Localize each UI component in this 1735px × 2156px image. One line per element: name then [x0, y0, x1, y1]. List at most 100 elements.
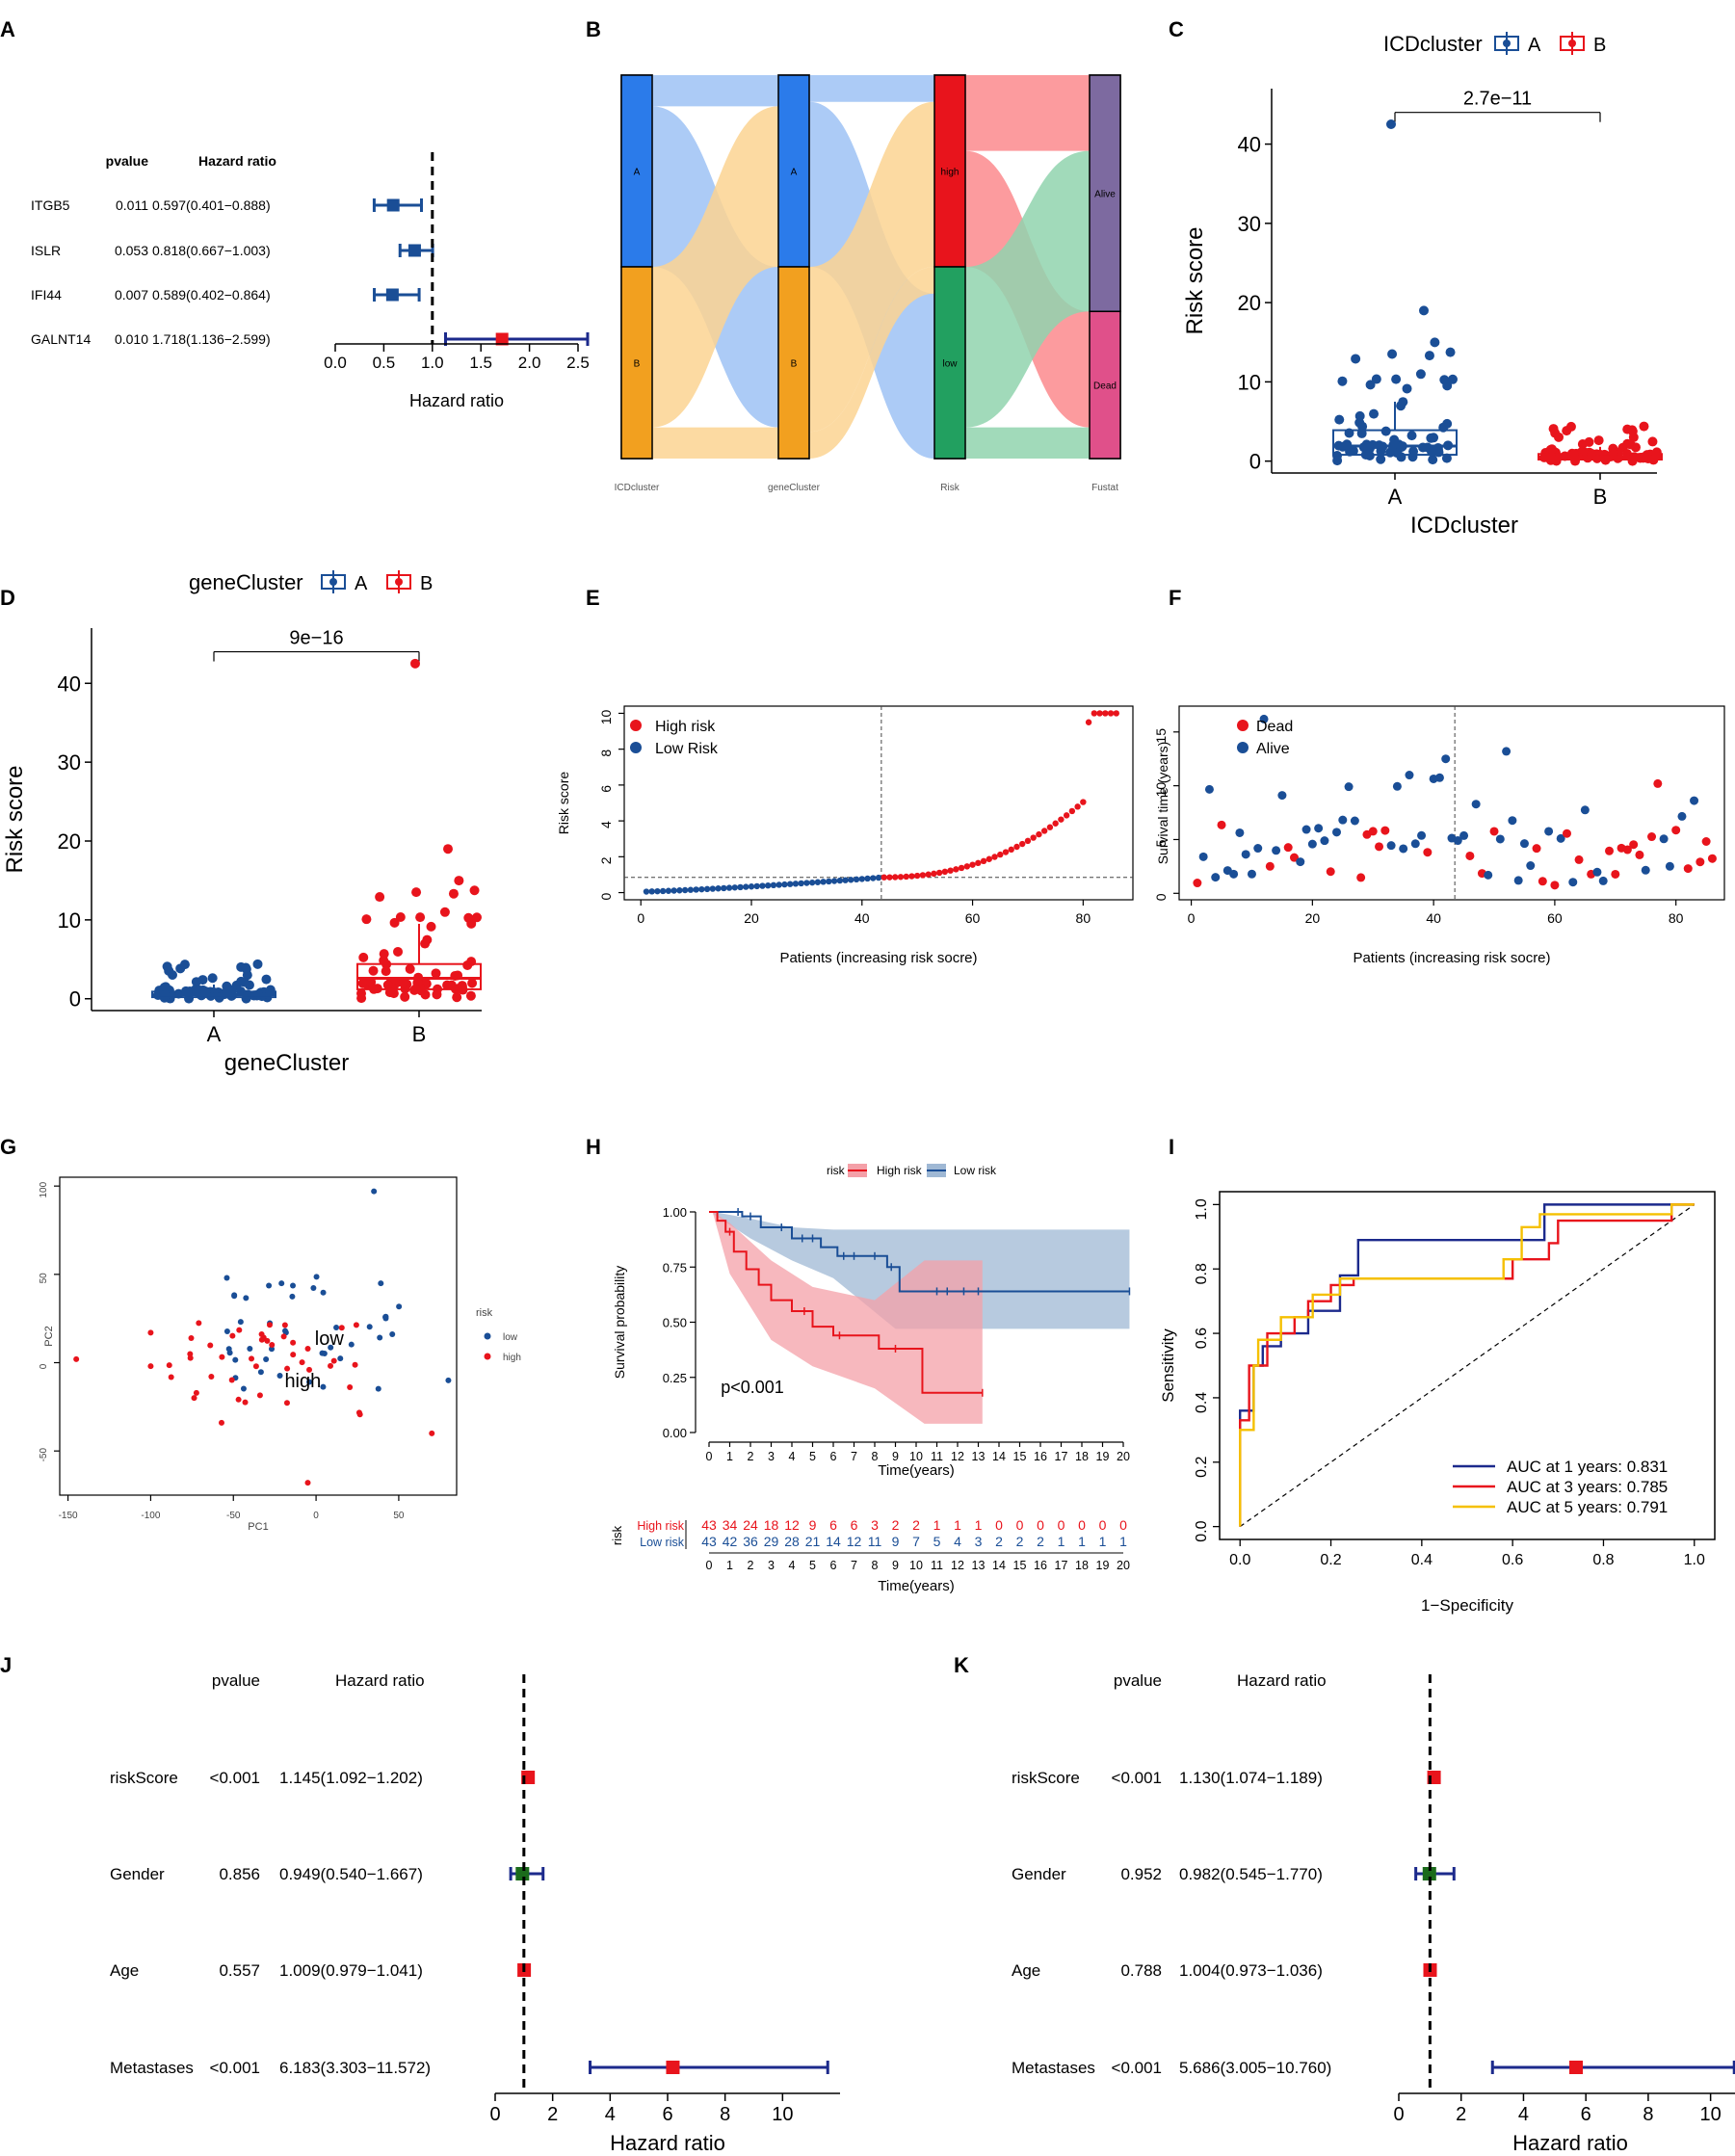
pca-point — [377, 1334, 383, 1341]
x-tick-label: 16 — [1034, 1450, 1047, 1463]
data-point — [241, 962, 251, 973]
table-row-label: High risk — [637, 1519, 684, 1533]
pca-point — [258, 1330, 265, 1337]
survival-point — [1526, 861, 1536, 871]
pca-point — [231, 1293, 238, 1300]
table-cell: 11 — [868, 1534, 882, 1549]
legend-title: geneCluster — [189, 570, 303, 594]
table-cell: 2 — [995, 1534, 1003, 1549]
y-tick-label: 0.75 — [663, 1260, 687, 1275]
x-tick-label: B — [1593, 485, 1608, 509]
pca-point — [218, 1419, 224, 1426]
pca-point — [320, 1289, 327, 1296]
survival-point — [1513, 876, 1523, 885]
x-tick-label: 0.8 — [1592, 1552, 1614, 1568]
risk-point — [775, 881, 782, 888]
table-x-tick-label: 13 — [972, 1559, 986, 1572]
pvalue-header: pvalue — [106, 153, 149, 169]
pca-point — [371, 1188, 378, 1195]
pca-point — [289, 1293, 296, 1300]
x-tick-label: 1 — [726, 1450, 733, 1463]
y-tick-label: 20 — [1238, 291, 1261, 315]
risk-point — [1096, 710, 1103, 717]
survival-point — [1326, 867, 1335, 877]
y-tick-label: 4 — [598, 821, 614, 828]
survival-curve-low — [709, 1211, 1130, 1293]
risk-point — [703, 885, 711, 893]
panel-label-B: B — [586, 17, 601, 41]
table-cell: 43 — [701, 1517, 717, 1533]
pca-point — [306, 1379, 313, 1385]
table-x-tick-label: 8 — [872, 1559, 879, 1572]
risk-point — [808, 879, 816, 886]
risk-point — [687, 886, 695, 893]
table-cell: 1 — [1119, 1534, 1127, 1549]
risk-point — [858, 876, 865, 882]
data-point — [405, 963, 415, 974]
x-tick-label: 0 — [313, 1511, 319, 1521]
survival-point — [1272, 846, 1281, 855]
forest-row-label: IFI44 — [31, 287, 62, 302]
x-tick-label: 13 — [972, 1450, 986, 1463]
survival-point — [1253, 844, 1263, 854]
pca-point — [282, 1328, 289, 1334]
risk-point — [931, 870, 937, 878]
data-point — [179, 960, 190, 970]
data-point — [467, 978, 478, 988]
forest-row-hr: 0.589(0.402−0.864) — [152, 287, 271, 302]
risk-point — [980, 857, 987, 865]
table-cell: 0 — [1119, 1517, 1127, 1533]
pca-point — [283, 1400, 290, 1407]
risk-point — [731, 884, 738, 891]
pca-point — [257, 1369, 264, 1376]
pca-point — [237, 1319, 244, 1326]
risk-point — [1002, 849, 1010, 855]
data-point — [368, 965, 379, 976]
survival-point — [1314, 824, 1324, 833]
pca-point — [352, 1361, 358, 1368]
risk-point — [759, 882, 766, 889]
x-tick-label: 18 — [1075, 1450, 1089, 1463]
data-point — [410, 658, 420, 669]
data-point — [1354, 410, 1365, 421]
risk-point — [986, 855, 992, 862]
data-point — [375, 892, 385, 903]
y-tick-label: 1.00 — [663, 1205, 687, 1220]
forest-row-label: Gender — [1012, 1865, 1066, 1883]
table-x-tick-label: 5 — [809, 1559, 816, 1572]
survival-point — [1592, 867, 1602, 877]
pca-point — [223, 1328, 230, 1335]
table-x-tick-label: 4 — [789, 1559, 796, 1572]
survival-point — [1495, 834, 1505, 844]
risk-point — [798, 880, 804, 887]
x-tick-label: 0 — [1393, 2104, 1404, 2125]
pca-point — [266, 1282, 273, 1289]
data-point — [454, 876, 464, 886]
pca-point — [347, 1384, 354, 1391]
x-tick-label: -150 — [59, 1511, 78, 1521]
risk-point — [681, 886, 689, 894]
data-point — [252, 959, 263, 969]
table-row-label: Low risk — [640, 1536, 685, 1549]
pca-point — [147, 1363, 154, 1370]
survival-point — [1690, 796, 1699, 805]
x-tick-label: 5 — [809, 1450, 816, 1463]
pca-point — [264, 1337, 271, 1344]
forest-row-label: Age — [110, 1961, 139, 1980]
survival-point — [1193, 879, 1202, 888]
survival-point — [1696, 857, 1705, 867]
legend-label: A — [1528, 35, 1541, 56]
pca-point — [276, 1372, 283, 1379]
data-point — [431, 968, 441, 979]
risk-point — [908, 873, 915, 880]
y-tick-label: 0 — [1153, 893, 1169, 901]
forest-row-pvalue: 0.788 — [1120, 1961, 1162, 1980]
hazard-ratio-header: Hazard ratio — [335, 1671, 425, 1690]
table-cell: 1 — [1078, 1534, 1086, 1549]
legend-label: High risk — [655, 719, 716, 735]
x-tick-label: 17 — [1055, 1450, 1068, 1463]
pca-point — [375, 1385, 381, 1392]
pca-point — [228, 1377, 235, 1383]
risk-point — [1019, 840, 1026, 848]
risk-point — [737, 883, 744, 891]
